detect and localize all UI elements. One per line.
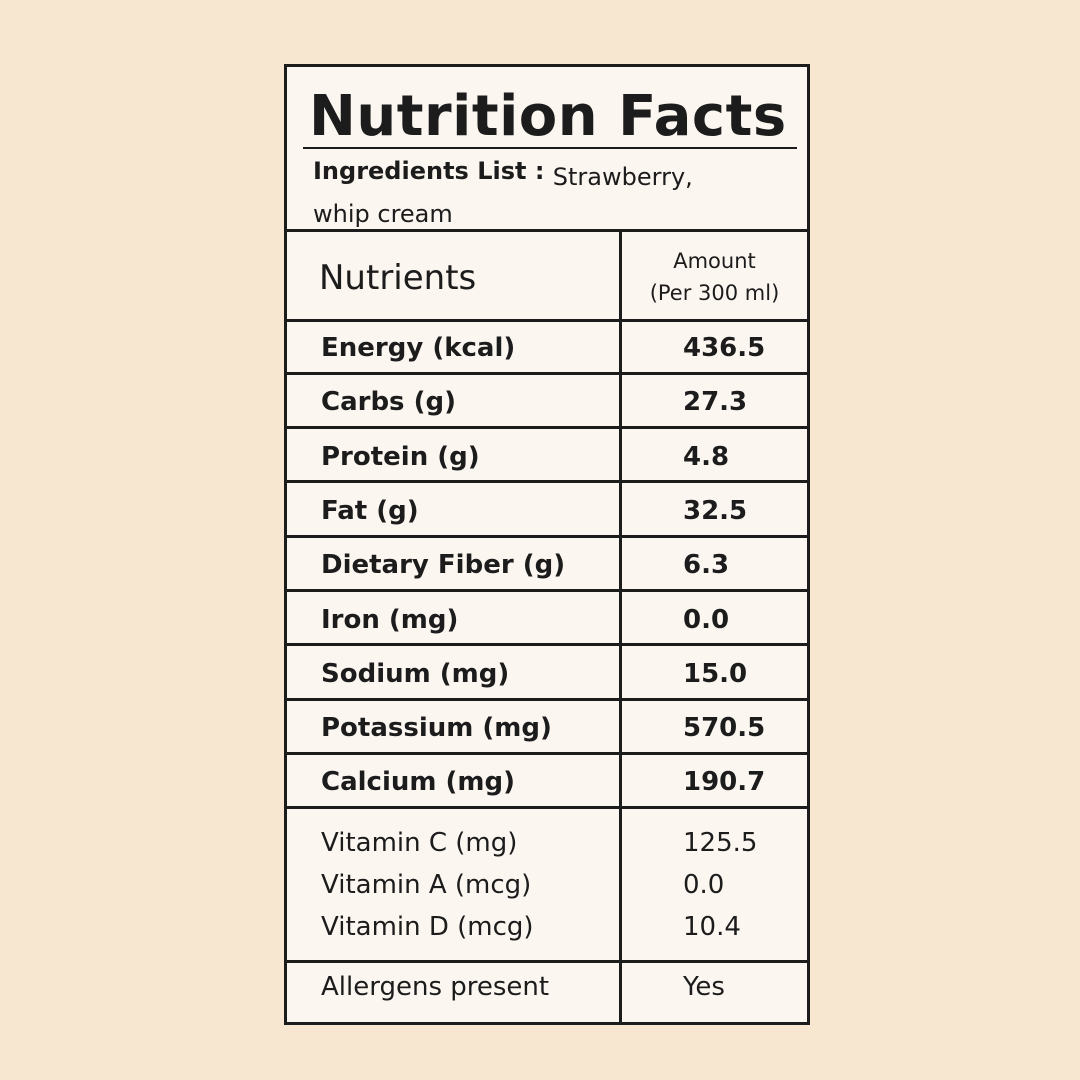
nutrient-value: 27.3 <box>683 387 748 418</box>
row-divider <box>287 371 807 375</box>
row-divider <box>287 319 807 322</box>
nutrient-name: Potassium (mg) <box>321 713 552 744</box>
divider <box>287 229 807 232</box>
nutrient-value: 190.7 <box>683 767 766 798</box>
nutrient-value: 15.0 <box>683 658 748 689</box>
nutrition-label: Nutrition Facts Ingredients List : Ingre… <box>284 64 810 1025</box>
per-header: (Per 300 ml) <box>649 281 780 305</box>
nutrient-value: 0.0 <box>683 604 730 635</box>
nutrient-name: Fat (g) <box>321 495 419 526</box>
row-divider <box>287 959 807 963</box>
vitamin-name: Vitamin D (mcg) <box>321 911 534 942</box>
nutrient-name: Protein (g) <box>321 441 480 472</box>
allergens-value: Yes <box>683 971 725 1002</box>
ingredients-label: Ingredients List : <box>313 157 545 185</box>
nutrients-header: Nutrients <box>319 258 477 298</box>
nutrient-value: 436.5 <box>683 333 766 363</box>
row-divider <box>287 751 807 755</box>
column-divider <box>619 229 622 1022</box>
vitamin-value: 125.5 <box>683 827 758 858</box>
row-divider <box>287 643 807 647</box>
row-divider <box>287 426 807 430</box>
nutrient-name: Sodium (mg) <box>321 658 510 689</box>
nutrient-value: 32.5 <box>683 495 748 526</box>
nutrient-name: Iron (mg) <box>321 604 459 635</box>
ingredients-text: Strawberry, whip cream <box>313 163 693 228</box>
nutrient-name: Carbs (g) <box>321 387 456 418</box>
vitamin-value: 10.4 <box>683 911 741 942</box>
nutrient-value: 6.3 <box>683 550 730 581</box>
row-divider <box>287 589 807 592</box>
ingredients-block: Ingredients List : Strawberry, whip crea… <box>313 159 733 233</box>
vitamin-name: Vitamin A (mcg) <box>321 869 532 900</box>
nutrient-value: 4.8 <box>683 441 730 472</box>
row-divider <box>287 697 807 701</box>
vitamin-value: 0.0 <box>683 869 725 900</box>
nutrient-name: Energy (kcal) <box>321 333 516 363</box>
row-divider <box>287 806 807 810</box>
nutrient-value: 570.5 <box>683 713 766 744</box>
title-underline <box>303 147 797 149</box>
amount-header: Amount <box>673 249 756 273</box>
vitamin-name: Vitamin C (mg) <box>321 827 518 858</box>
title: Nutrition Facts <box>309 84 787 149</box>
row-divider <box>287 534 807 538</box>
nutrient-name: Calcium (mg) <box>321 767 515 798</box>
allergens-label: Allergens present <box>321 971 550 1002</box>
nutrient-name: Dietary Fiber (g) <box>321 550 566 581</box>
row-divider <box>287 480 807 484</box>
